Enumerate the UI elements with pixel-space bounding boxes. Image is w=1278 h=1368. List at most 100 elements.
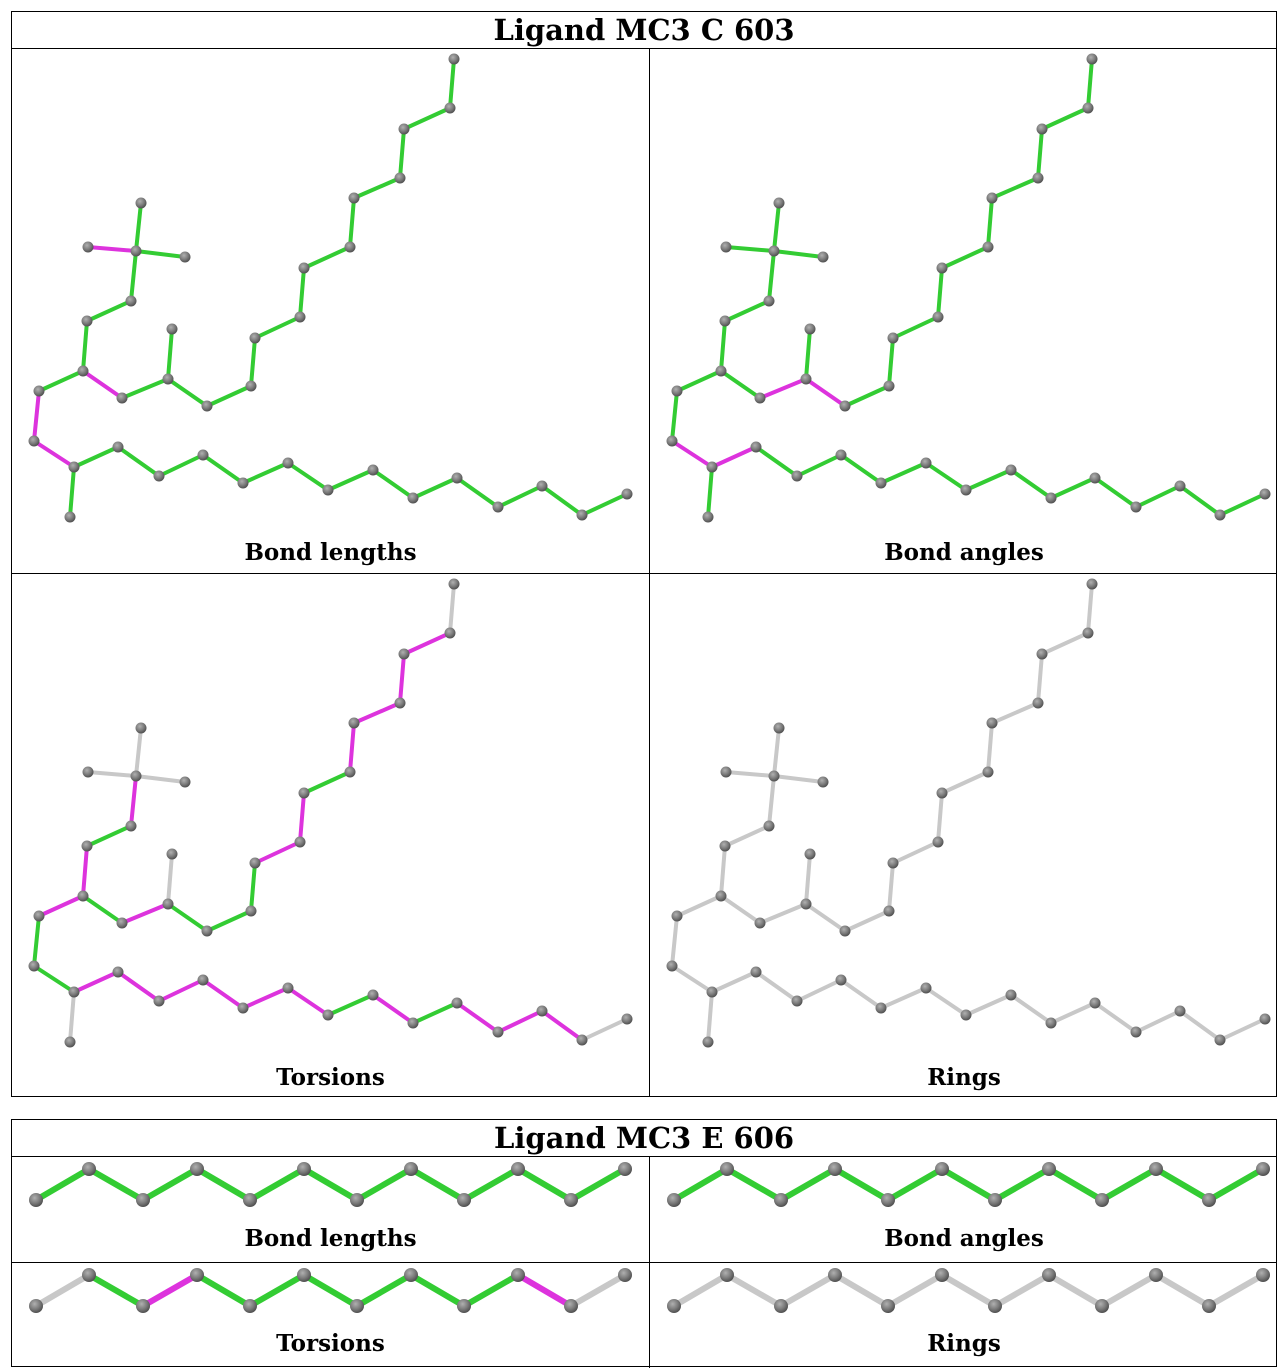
panel-torsions: Torsions [12, 1263, 649, 1368]
atom [1042, 1162, 1056, 1176]
atom [719, 840, 731, 852]
green-bond [448, 57, 456, 110]
gray-bond [706, 990, 714, 1044]
green-bond [32, 914, 41, 968]
green-bond [301, 1272, 360, 1309]
gray-bond [772, 726, 781, 778]
panel-caption: Bond lengths [244, 1225, 417, 1252]
atom [715, 365, 727, 377]
atom [1130, 501, 1142, 513]
green-bond [936, 266, 944, 319]
atom [404, 1162, 418, 1176]
atom [1130, 1026, 1142, 1038]
atom [451, 997, 463, 1009]
atom [935, 1162, 949, 1176]
green-bond [1134, 484, 1182, 509]
molecule-diagram [29, 1268, 632, 1313]
atom [1202, 1193, 1216, 1207]
magenta-bond [352, 701, 402, 725]
green-bond [515, 1166, 574, 1203]
gray-bond [580, 1017, 629, 1042]
atom [1086, 578, 1098, 590]
table-title: Ligand MC3 E 606 [12, 1120, 1276, 1157]
atom [344, 241, 356, 253]
magenta-bond [348, 721, 356, 774]
atom [448, 578, 460, 590]
atom [1095, 1299, 1109, 1313]
atom [671, 385, 683, 397]
magenta-bond [37, 894, 85, 918]
atom [135, 197, 147, 209]
gray-bond [924, 986, 968, 1017]
gray-bond [134, 774, 187, 784]
atom [243, 1193, 257, 1207]
magenta-bond [496, 1009, 544, 1034]
atom [671, 910, 683, 922]
green-bond [675, 369, 723, 393]
green-bond [72, 445, 120, 469]
gray-bond [1099, 1272, 1159, 1309]
gray-bond [675, 894, 723, 918]
green-bond [772, 201, 781, 253]
green-bond [540, 484, 584, 517]
magenta-bond [515, 1272, 574, 1309]
atom [719, 315, 731, 327]
magenta-bond [402, 631, 452, 656]
green-bond [166, 327, 174, 381]
green-bond [298, 266, 306, 319]
atom [407, 492, 419, 504]
molecule-diagram [667, 1162, 1270, 1207]
atom [243, 1299, 257, 1313]
row-divider [12, 573, 1276, 574]
green-bond [85, 824, 133, 848]
green-bond [1086, 57, 1094, 110]
green-bond [1099, 1166, 1159, 1203]
atom [666, 435, 678, 447]
green-bond [772, 249, 825, 259]
atom [618, 1162, 632, 1176]
green-bond [992, 1166, 1052, 1203]
green-bond [134, 249, 187, 259]
gray-bond [724, 1272, 784, 1309]
atom [398, 123, 410, 135]
atom [1082, 627, 1094, 639]
molecule-diagram [28, 578, 633, 1048]
atom [936, 262, 948, 274]
green-bond [247, 1272, 307, 1309]
atom [1214, 509, 1226, 521]
atom [448, 53, 460, 65]
green-bond [940, 245, 990, 270]
atom [1086, 53, 1098, 65]
green-bond [247, 1166, 307, 1203]
atom [130, 770, 142, 782]
atom [190, 1162, 204, 1176]
green-bond [461, 1272, 521, 1309]
molecule-diagram [666, 578, 1271, 1048]
atom [1259, 1013, 1271, 1025]
atom [920, 457, 932, 469]
green-bond [924, 461, 968, 492]
gray-bond [940, 770, 990, 795]
atom [768, 770, 780, 782]
panel-rings: Rings [650, 574, 1278, 1097]
green-bond [194, 1272, 253, 1309]
green-bond [302, 245, 352, 270]
atom [367, 464, 379, 476]
green-bond [1036, 127, 1044, 180]
atom [179, 251, 191, 263]
panel-bond-lengths: Bond lengths [12, 1157, 649, 1262]
atom [1005, 989, 1017, 1001]
atom [800, 373, 812, 385]
gray-bond [839, 978, 883, 1010]
gray-bond [832, 1272, 891, 1309]
green-bond [371, 468, 415, 500]
atom [1256, 1162, 1270, 1176]
atom [960, 484, 972, 496]
magenta-bond [398, 652, 406, 705]
atom [835, 974, 847, 986]
atom [190, 1268, 204, 1282]
atom [1032, 697, 1044, 709]
atom [621, 488, 633, 500]
atom [125, 820, 137, 832]
atom [1036, 123, 1048, 135]
